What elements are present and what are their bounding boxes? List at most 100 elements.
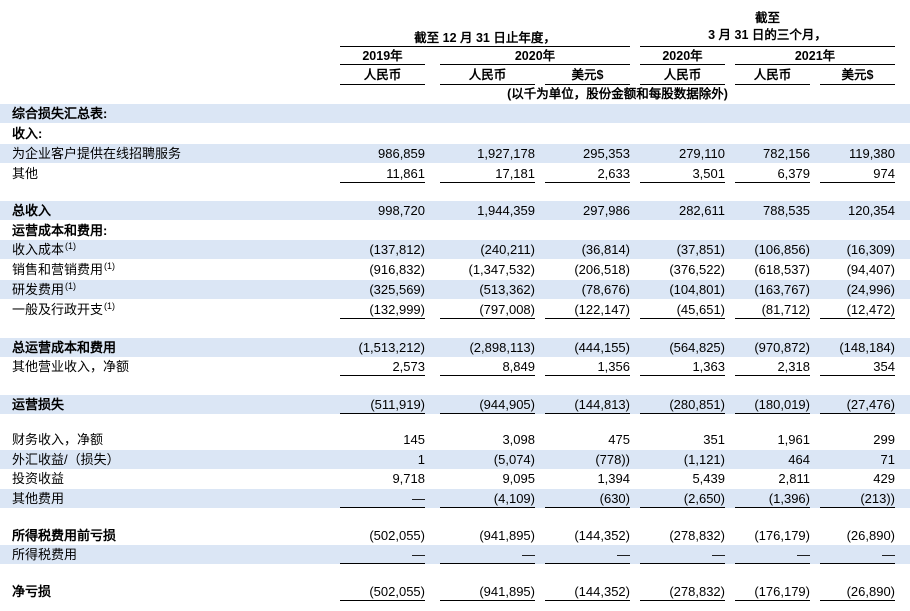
value-cell: (122,147) <box>574 302 630 317</box>
cell-underline <box>735 375 810 376</box>
cell-underline <box>640 318 725 319</box>
row-label: 外汇收益/（损失） <box>12 452 120 467</box>
table-row: 总运营成本和费用 (1,513,212) (2,898,113) (444,155) (… <box>0 338 910 357</box>
value-cell: (81,712) <box>761 302 810 317</box>
currency-header: 人民币 <box>468 68 507 82</box>
value-cell: — <box>712 547 725 562</box>
cell-underline <box>440 563 535 564</box>
value-cell: (278,832) <box>669 584 725 599</box>
year-2021-quarter: 2021年 <box>794 49 836 63</box>
cell-underline <box>820 182 895 183</box>
footnote-marker: (1) <box>104 261 116 271</box>
value-cell: (513,362) <box>479 282 535 297</box>
row-label: 一般及行政开支(1) <box>12 301 116 318</box>
cell-underline <box>820 318 895 319</box>
cell-underline <box>640 182 725 183</box>
cell-underline <box>440 375 535 376</box>
value-cell: (630) <box>599 491 630 506</box>
row-label: 收入成本(1) <box>12 241 77 258</box>
value-cell: (16,309) <box>846 242 895 257</box>
cell-underline <box>340 600 425 601</box>
value-cell: (970,872) <box>754 340 810 355</box>
value-cell: (941,895) <box>479 528 535 543</box>
value-cell: (511,919) <box>370 397 425 412</box>
cell-underline <box>545 507 630 508</box>
row-label: 其他 <box>12 166 39 181</box>
value-cell: (941,895) <box>479 584 535 599</box>
table-row: 收入: <box>0 124 910 143</box>
currency-header: 美元$ <box>571 68 604 82</box>
footnote-marker: (1) <box>65 281 77 291</box>
value-cell: 9,718 <box>392 471 425 486</box>
cell-underline <box>735 600 810 601</box>
value-cell: (106,856) <box>754 242 810 257</box>
value-cell: 3,098 <box>502 432 535 447</box>
value-cell: 354 <box>873 359 895 374</box>
cell-underline <box>640 375 725 376</box>
value-cell: 1,927,178 <box>477 146 535 161</box>
cell-underline <box>820 375 895 376</box>
cell-underline <box>820 413 895 414</box>
year-2019: 2019年 <box>362 49 403 63</box>
value-cell: (1,513,212) <box>358 340 426 355</box>
cell-underline <box>340 507 425 508</box>
value-cell: (618,537) <box>754 262 810 277</box>
cell-underline <box>640 507 725 508</box>
cell-underline <box>735 413 810 414</box>
value-cell: (280,851) <box>669 397 725 412</box>
table-row: 所得税费用前亏损 (502,055) (941,895) (144,352) (278,… <box>0 526 910 545</box>
cell-underline <box>735 563 810 564</box>
value-cell: (1,121) <box>683 452 725 467</box>
row-label: 净亏损 <box>12 584 52 599</box>
table-row: 投资收益 9,718 9,095 1,394 5,439 2,811 429 <box>0 469 910 488</box>
value-cell: 17,181 <box>495 166 535 181</box>
value-cell: 464 <box>788 452 810 467</box>
row-label: 综合损失汇总表: <box>12 106 108 121</box>
value-cell: (137,812) <box>369 242 425 257</box>
value-cell: (148,184) <box>839 340 895 355</box>
cell-underline <box>440 507 535 508</box>
row-label: 总收入 <box>12 203 52 218</box>
value-cell: 279,110 <box>678 146 725 161</box>
value-cell: (240,211) <box>480 242 535 257</box>
value-cell: 351 <box>703 432 725 447</box>
value-cell: (4,109) <box>493 491 535 506</box>
value-cell: (94,407) <box>846 262 895 277</box>
value-cell: — <box>522 547 535 562</box>
row-label: 销售和营销费用(1) <box>12 261 116 278</box>
row-label: 收入: <box>12 126 43 141</box>
row-label: 财务收入，净额 <box>12 432 104 447</box>
row-label: 运营成本和费用: <box>12 223 108 238</box>
value-cell: 986,859 <box>378 146 425 161</box>
value-cell: 11,861 <box>386 166 425 181</box>
value-cell: (144,813) <box>574 397 630 412</box>
cell-underline <box>820 563 895 564</box>
cell-underline <box>340 413 425 414</box>
value-cell: 5,439 <box>692 471 725 486</box>
value-cell: 6,379 <box>777 166 810 181</box>
table-row: 综合损失汇总表: <box>0 104 910 123</box>
cell-underline <box>340 182 425 183</box>
cell-underline <box>545 318 630 319</box>
cell-underline <box>545 600 630 601</box>
cell-underline <box>440 318 535 319</box>
value-cell: 145 <box>403 432 425 447</box>
table-row: 运营成本和费用: <box>0 221 910 240</box>
value-cell: 998,720 <box>378 203 425 218</box>
footnote-marker: (1) <box>104 301 116 311</box>
value-cell: — <box>617 547 630 562</box>
row-label: 投资收益 <box>12 471 65 486</box>
value-cell: — <box>797 547 810 562</box>
value-cell: (944,905) <box>479 397 535 412</box>
value-cell: (78,676) <box>581 282 630 297</box>
value-cell: (144,352) <box>574 528 630 543</box>
cell-underline <box>735 318 810 319</box>
units-note: (以千为单位，股份金额和每股数据除外) <box>507 87 728 101</box>
table-row: 运营损失 (511,919) (944,905) (144,813) (280,851)… <box>0 395 910 414</box>
cell-underline <box>340 318 425 319</box>
value-cell: 2,633 <box>597 166 630 181</box>
value-cell: (278,832) <box>669 528 725 543</box>
table-row: 其他费用 — (4,109) (630) (2,650) (1,396) (213)) <box>0 489 910 508</box>
value-cell: (1,347,532) <box>468 262 536 277</box>
